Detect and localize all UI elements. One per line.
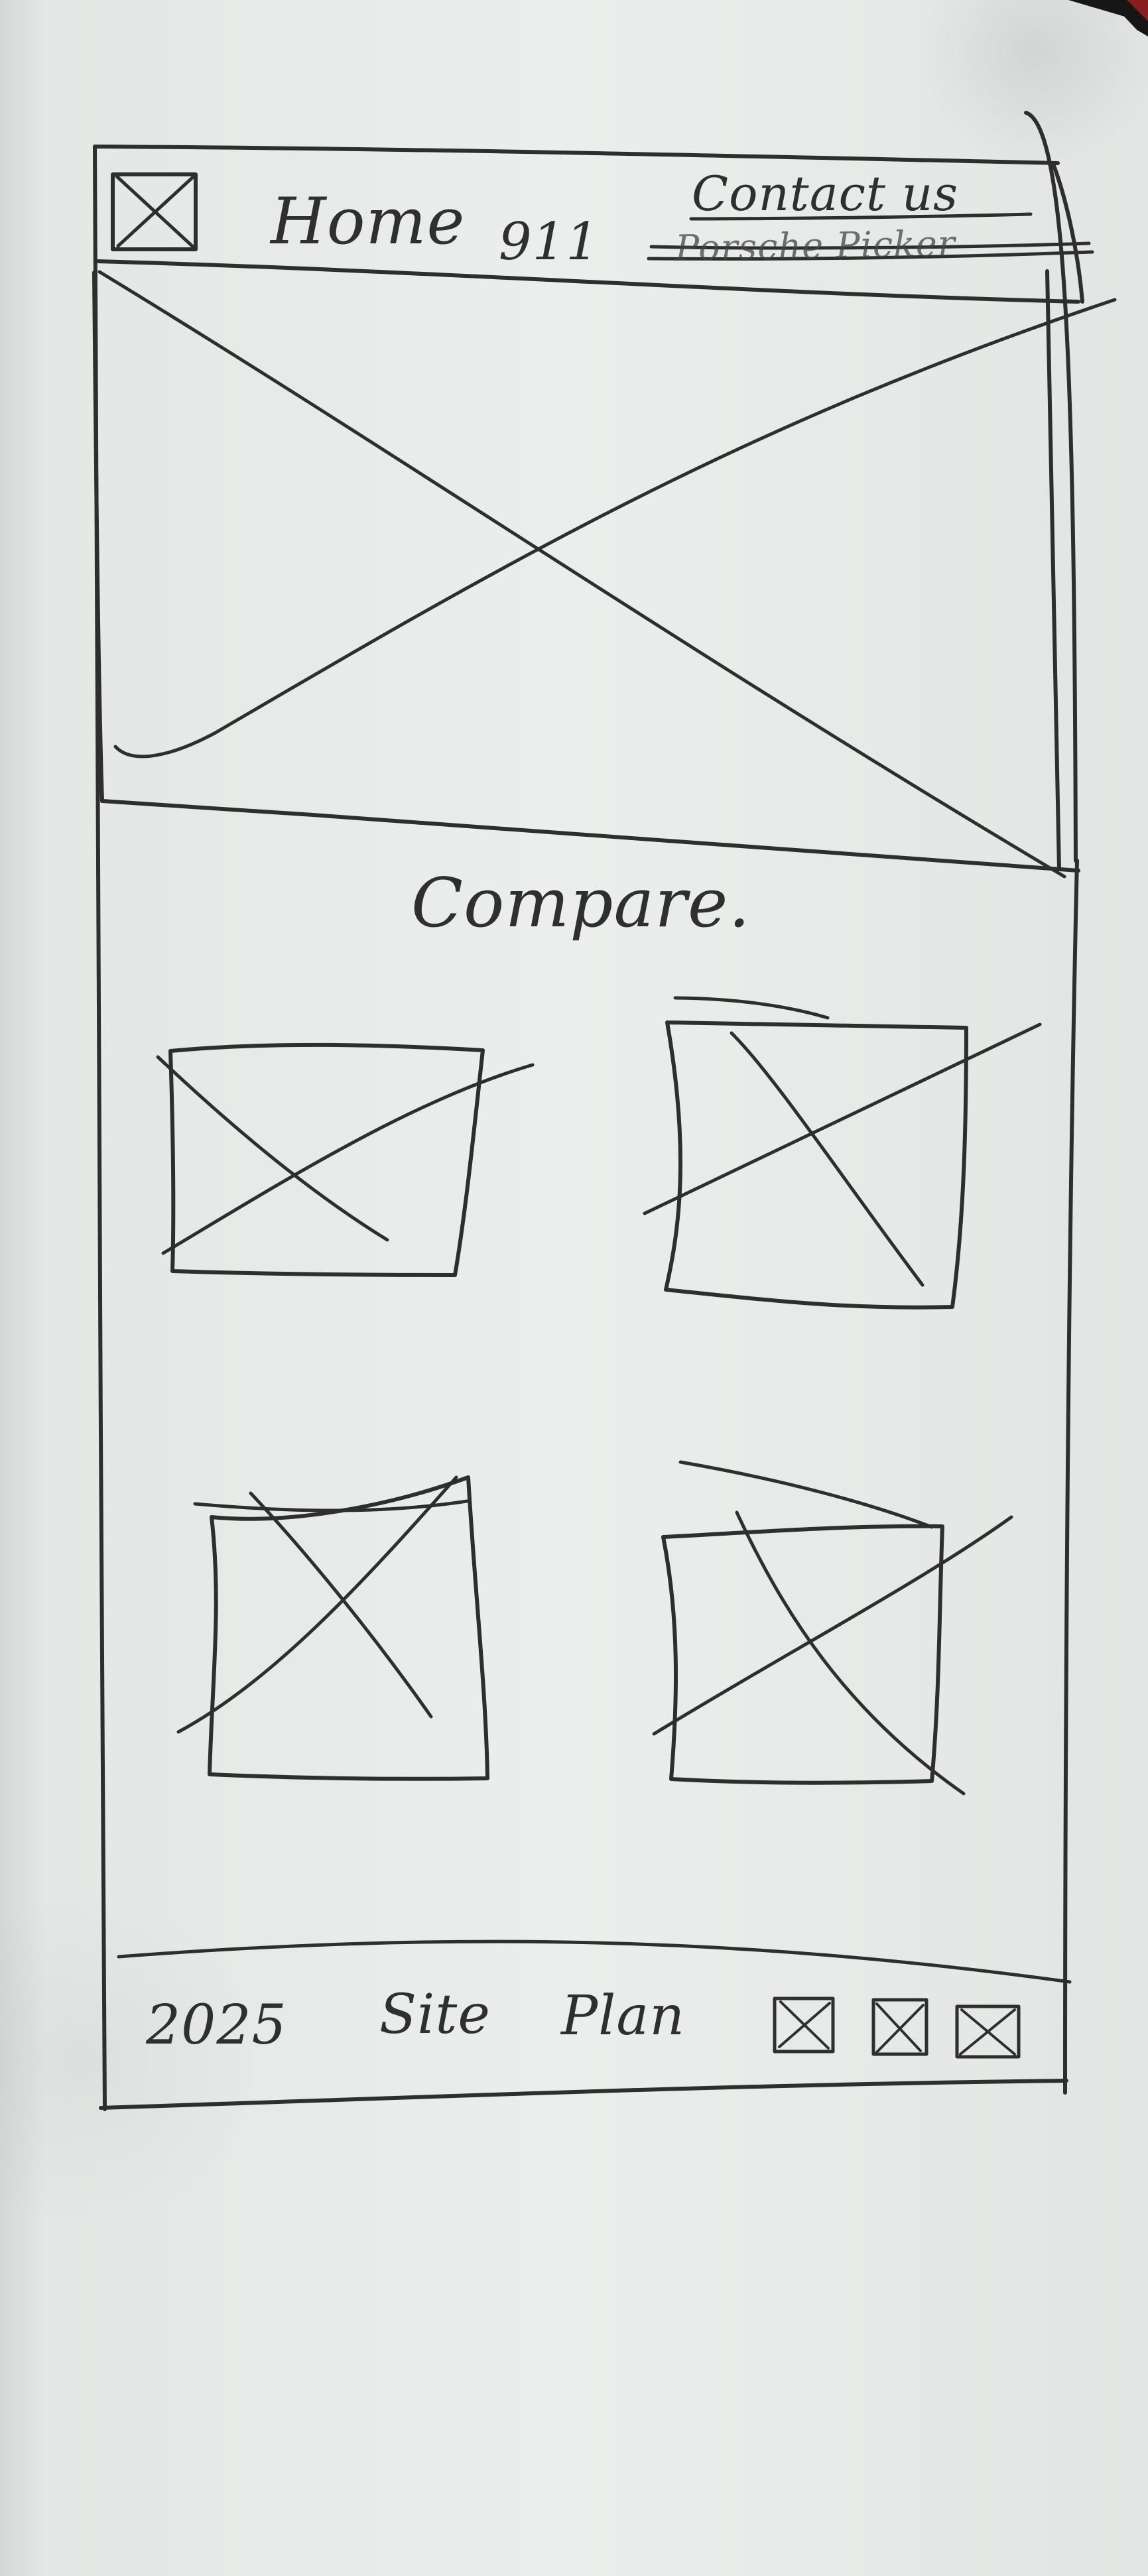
nav-home-link[interactable]: Home xyxy=(271,184,466,259)
footer-site-text: Site xyxy=(379,1983,491,2046)
header-bar xyxy=(95,162,1084,304)
footer-year: 2025 xyxy=(146,1994,287,2057)
compare-card-1[interactable] xyxy=(156,1042,535,1277)
footer-plan-text: Plan xyxy=(561,1985,686,2048)
social-icon-1[interactable] xyxy=(773,1996,835,2054)
nav-struck-out-text: Porsche Picker xyxy=(674,222,956,269)
footer-divider xyxy=(117,1939,1072,1984)
compare-heading: Compare. xyxy=(411,864,751,943)
nav-strike-marks xyxy=(647,212,1094,261)
page-frame xyxy=(93,111,1079,2111)
nav-contact-link[interactable]: Contact us xyxy=(692,166,959,221)
social-icon-2[interactable] xyxy=(871,1998,928,2056)
compare-card-3[interactable] xyxy=(176,1475,489,1781)
hero-image-placeholder xyxy=(92,269,1117,879)
compare-card-2[interactable] xyxy=(643,996,1042,1310)
nav-911-link[interactable]: 911 xyxy=(499,212,600,272)
social-icon-3[interactable] xyxy=(955,2004,1021,2059)
compare-card-4[interactable] xyxy=(652,1460,1013,1796)
site-logo[interactable] xyxy=(111,172,198,251)
